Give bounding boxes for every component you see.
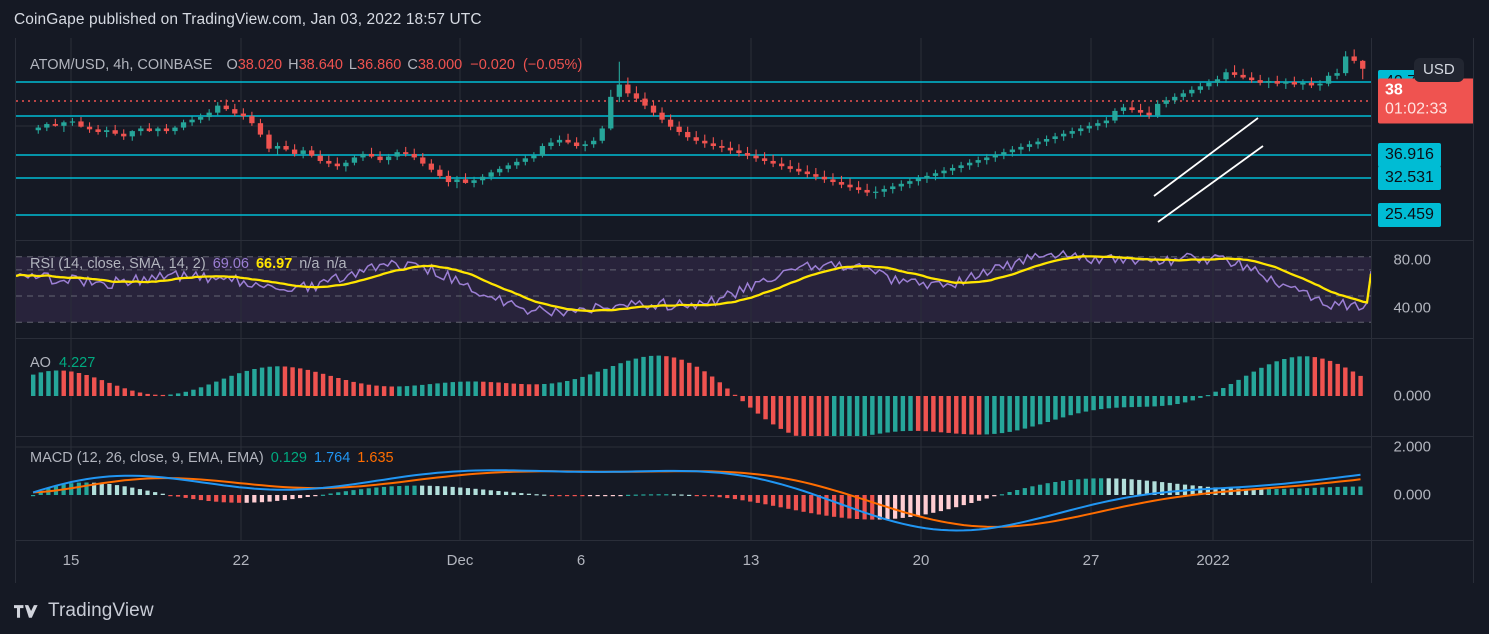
ao-svg	[31, 339, 1363, 436]
attribution-text: CoinGape published on TradingView.com, J…	[14, 11, 482, 28]
tradingview-wordmark: TradingView	[48, 600, 154, 621]
rsi-pane[interactable]: 80.00 40.00 RSI (14, close, SMA, 14, 2) 69…	[16, 240, 1473, 338]
time-axis-label: 20	[912, 552, 930, 569]
time-axis-label: 15	[62, 552, 80, 569]
ao-scale[interactable]: 0.000	[1371, 339, 1473, 436]
time-axis-label: Dec	[446, 552, 474, 569]
time-axis-label: 6	[576, 552, 586, 569]
time-axis-label: 2022	[1196, 552, 1230, 569]
scale-label: 40.00	[1393, 299, 1431, 317]
price-plot-area[interactable]	[16, 38, 1371, 240]
rsi-plot-area[interactable]	[16, 241, 1371, 338]
price-level-tag: 25.459	[1378, 203, 1441, 227]
macd-svg	[16, 437, 1371, 540]
tradingview-logo-icon	[14, 604, 38, 618]
rsi-scale[interactable]: 80.00 40.00	[1371, 241, 1473, 338]
last-price-tag: 38 01:02:33	[1378, 78, 1473, 124]
macd-scale[interactable]: 2.000 0.000	[1371, 437, 1473, 540]
scale-label: 0.000	[1393, 486, 1431, 504]
time-axis-label: 27	[1082, 552, 1100, 569]
macd-plot-area[interactable]	[16, 437, 1371, 540]
last-price-value: 38	[1385, 81, 1403, 99]
footer: TradingView	[14, 600, 154, 622]
price-level-tag: 36.916	[1378, 143, 1441, 167]
scale-label: 80.00	[1393, 251, 1431, 269]
time-axis-labels[interactable]: 15 22 Dec 6 13 20 27 2022	[16, 541, 1371, 583]
currency-tooltip: USD	[1414, 58, 1464, 82]
ao-plot-area[interactable]	[16, 339, 1371, 436]
scale-label: 2.000	[1393, 438, 1431, 456]
time-axis-label: 13	[742, 552, 760, 569]
time-axis[interactable]: 15 22 Dec 6 13 20 27 2022	[16, 540, 1473, 583]
time-axis-label: 22	[232, 552, 250, 569]
time-axis-corner	[1371, 541, 1473, 583]
price-candles-svg	[16, 38, 1371, 240]
macd-pane[interactable]: 2.000 0.000 MACD (12, 26, close, 9, EMA, …	[16, 436, 1473, 540]
rsi-svg	[16, 241, 1371, 338]
price-level-tag: 32.531	[1378, 166, 1441, 190]
bar-countdown: 01:02:33	[1385, 100, 1448, 118]
scale-label: 0.000	[1393, 387, 1431, 405]
ao-pane[interactable]: 0.000 AO 4.227	[16, 338, 1473, 436]
